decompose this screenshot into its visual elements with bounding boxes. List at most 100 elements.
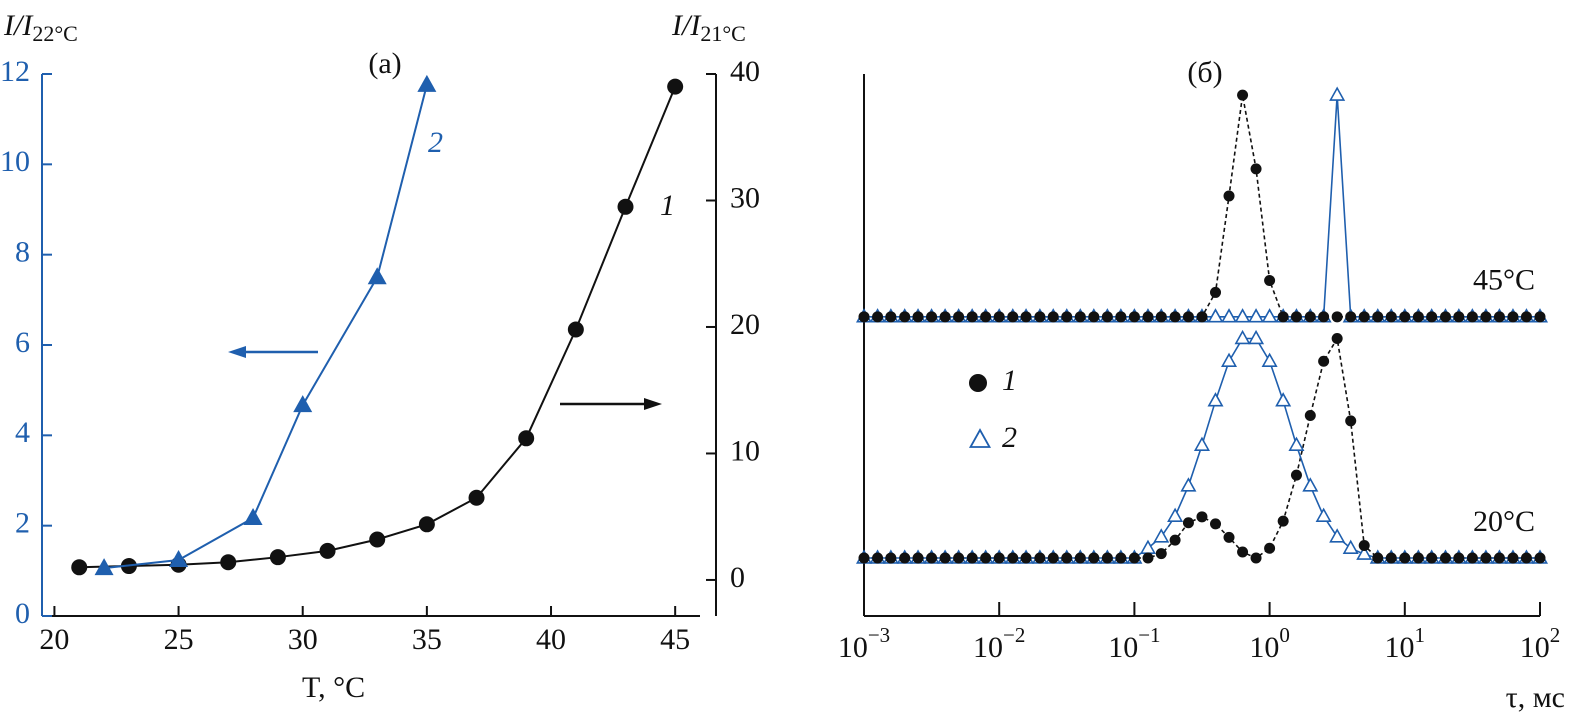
- label-main: I/I: [3, 9, 34, 42]
- data-point: [1223, 531, 1235, 543]
- data-point: [1372, 552, 1384, 564]
- data-point: [1237, 546, 1249, 558]
- data-point: [1250, 163, 1262, 175]
- data-point: [1385, 552, 1397, 564]
- x-tick-label: 45: [660, 623, 690, 656]
- data-point: [1034, 311, 1046, 323]
- data-point: [1234, 329, 1251, 345]
- x-tick-label: 35: [412, 623, 442, 656]
- data-point: [1153, 528, 1170, 543]
- data-point: [1250, 552, 1262, 564]
- data-point: [1047, 311, 1059, 323]
- data-point: [1142, 552, 1154, 564]
- data-point: [1088, 311, 1100, 323]
- data-point: [1318, 355, 1330, 367]
- y-tick-label: 2: [15, 507, 30, 540]
- data-point: [1290, 469, 1302, 481]
- x-tick-label: 10−2: [973, 623, 1025, 664]
- data-point: [912, 552, 924, 564]
- label-sub: 22°C: [32, 21, 77, 46]
- data-point: [939, 552, 951, 564]
- data-point: [1304, 311, 1316, 323]
- x-tick-label: 25: [164, 623, 194, 656]
- data-point: [243, 507, 263, 525]
- label-main: I/I: [671, 9, 702, 42]
- label-sub: 21°C: [700, 21, 745, 46]
- data-point: [293, 395, 313, 413]
- data-point: [1169, 311, 1181, 323]
- data-point: [1007, 311, 1019, 323]
- data-point: [1329, 528, 1346, 543]
- data-point: [1221, 352, 1238, 367]
- panel-label: (б): [1187, 56, 1222, 89]
- data-point: [1412, 311, 1424, 323]
- data-point: [1248, 308, 1265, 323]
- y2-tick-label: 20: [730, 308, 760, 341]
- y-tick-label: 10: [0, 145, 30, 178]
- x-axis-label: τ, мс: [1506, 681, 1565, 714]
- data-point: [1358, 540, 1370, 552]
- group-label: 20°C: [1473, 505, 1535, 538]
- data-point: [980, 311, 992, 323]
- data-point: [858, 311, 870, 323]
- data-point: [1356, 545, 1373, 560]
- legend-label: 2: [1002, 421, 1017, 454]
- data-point: [1169, 534, 1181, 546]
- data-point: [1264, 275, 1276, 287]
- tick-base: 10: [838, 631, 868, 664]
- data-point: [1315, 507, 1332, 522]
- data-point: [1196, 311, 1208, 323]
- data-point: [1480, 552, 1492, 564]
- data-point: [1264, 542, 1276, 554]
- data-point: [1182, 517, 1194, 529]
- data-point: [1426, 311, 1438, 323]
- data-point: [1115, 311, 1127, 323]
- group-label: 45°C: [1473, 264, 1535, 297]
- data-point: [993, 311, 1005, 323]
- tick-base: 10: [1385, 631, 1415, 664]
- series-annotation: 2: [428, 126, 443, 159]
- data-point: [953, 552, 965, 564]
- series-line: [103, 84, 428, 570]
- data-point: [1399, 552, 1411, 564]
- y2-tick-label: 40: [730, 55, 760, 88]
- x-tick-label: 102: [1520, 623, 1561, 664]
- data-point: [667, 78, 684, 95]
- data-point: [1210, 286, 1222, 298]
- legend-marker: [968, 428, 992, 448]
- data-point: [1155, 548, 1167, 560]
- data-point: [94, 558, 114, 576]
- x-tick-label: 40: [536, 623, 566, 656]
- data-point: [1142, 311, 1154, 323]
- legend-marker: [969, 374, 987, 392]
- data-point: [1275, 392, 1292, 407]
- data-point: [1534, 311, 1546, 323]
- y2-axis-label: I/I21°C: [671, 9, 746, 46]
- data-point: [1466, 311, 1478, 323]
- data-point: [1061, 552, 1073, 564]
- data-point: [1261, 308, 1278, 323]
- data-point: [1088, 552, 1100, 564]
- tick-base: 10: [1520, 631, 1550, 664]
- data-point: [1207, 392, 1224, 407]
- y2-tick-label: 0: [730, 561, 745, 594]
- data-point: [1221, 308, 1238, 323]
- data-point: [1234, 308, 1251, 323]
- data-point: [269, 549, 286, 566]
- data-point: [1261, 352, 1278, 367]
- data-point: [1007, 552, 1019, 564]
- data-point: [1358, 311, 1370, 323]
- data-point: [1101, 552, 1113, 564]
- data-point: [1520, 311, 1532, 323]
- data-point: [885, 552, 897, 564]
- x-tick-label: 100: [1249, 623, 1290, 664]
- x-tick-label: 10−3: [838, 623, 890, 664]
- y2-tick-label: 30: [730, 181, 760, 214]
- data-point: [993, 552, 1005, 564]
- data-point: [1304, 409, 1316, 421]
- y-tick-label: 0: [15, 597, 30, 630]
- tick-exponent: 2: [1550, 623, 1561, 647]
- data-point: [417, 74, 437, 92]
- data-point: [1439, 552, 1451, 564]
